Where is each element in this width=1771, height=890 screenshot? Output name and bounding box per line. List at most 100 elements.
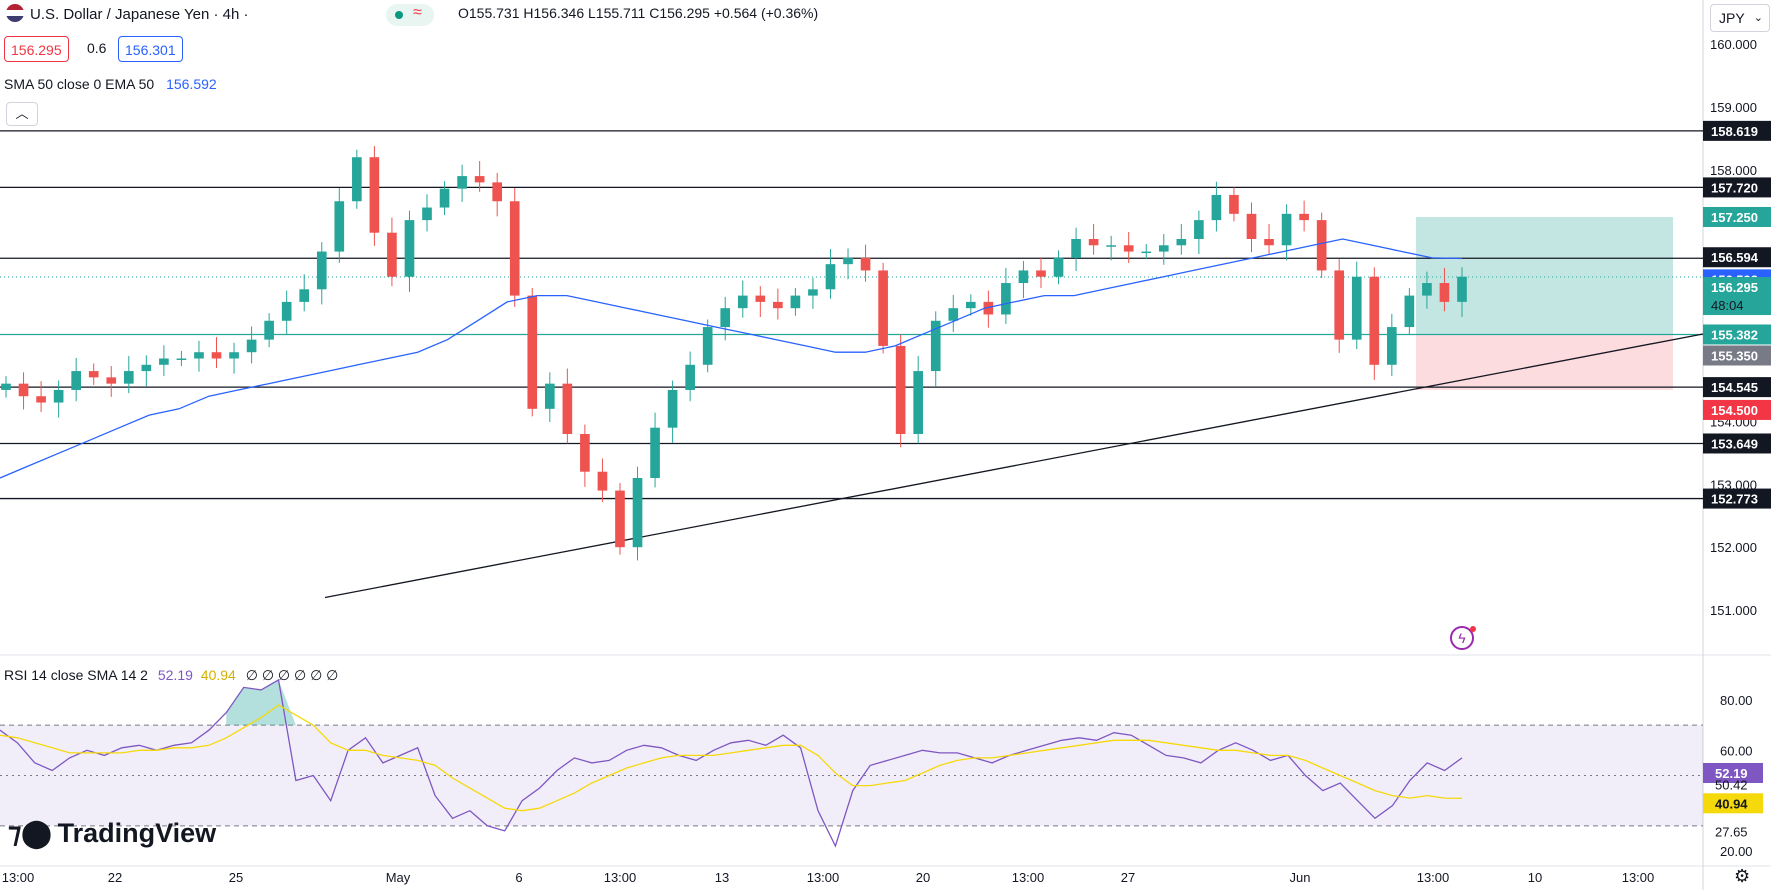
price-tag-level — [1703, 120, 1771, 141]
candle-body — [492, 182, 503, 202]
candle-body — [825, 264, 836, 290]
candle-body — [755, 295, 766, 302]
candle-body — [246, 339, 257, 353]
candle-body — [615, 490, 625, 548]
candle-body — [878, 270, 888, 346]
candle-body — [352, 157, 362, 202]
chevron-down-icon: ⌄ — [1753, 12, 1763, 24]
ohlc-readout: O155.731 H156.346 L155.711 C156.295 +0.5… — [458, 5, 819, 21]
sell-button[interactable]: 156.295 — [4, 36, 69, 62]
rsi-tick-label: 80.00 — [1720, 693, 1753, 708]
candle-body — [141, 364, 152, 372]
price-tag-label: 153.649 — [1711, 436, 1758, 451]
candle-body — [1246, 213, 1257, 239]
rsi-value: 52.19 — [157, 667, 193, 683]
candle-body — [667, 389, 678, 428]
candle-body — [281, 301, 292, 321]
price-tick-label: 158.000 — [1710, 163, 1757, 178]
time-tick-label: 25 — [229, 870, 243, 885]
wave-icon: ≈ — [413, 4, 422, 21]
currency-select[interactable]: JPY ⌄ — [1710, 4, 1770, 32]
price-tag-stop — [1703, 399, 1771, 420]
candle-body — [597, 471, 608, 491]
price-tag-label: 156.295 — [1711, 280, 1758, 295]
candle-body — [983, 301, 994, 315]
candle-body — [948, 308, 959, 321]
price-tag-entry — [1703, 324, 1771, 345]
candle-body — [580, 433, 590, 472]
candle-body — [1211, 194, 1222, 221]
price-tag-level — [1703, 247, 1771, 268]
price-tick-label: 160.000 — [1710, 37, 1757, 52]
price-tick-label: 153.000 — [1710, 477, 1757, 492]
time-tick-label: May — [386, 870, 411, 885]
candle-body — [1194, 220, 1204, 239]
candle-body — [773, 301, 783, 309]
trendline — [324, 333, 1704, 599]
notification-dot-icon — [1470, 626, 1476, 632]
buy-button[interactable]: 156.301 — [118, 36, 183, 62]
rsi-legend[interactable]: RSI 14 close SMA 14 2 52.19 40.94 ∅ ∅ ∅ … — [4, 667, 338, 684]
time-tick-label: 27 — [1121, 870, 1135, 885]
collapse-legend-button[interactable]: ︿ — [6, 102, 38, 126]
candle-body — [1071, 238, 1081, 258]
market-status[interactable]: ≈ — [386, 4, 434, 26]
currency-label: JPY — [1719, 10, 1745, 26]
candle-body — [1316, 220, 1327, 271]
candle-body — [544, 383, 555, 409]
rsi-tag-label: 40.94 — [1715, 796, 1748, 811]
time-tick-label: 13:00 — [1622, 870, 1655, 885]
candle-body — [1264, 238, 1274, 246]
candle-body — [1, 383, 11, 390]
us-flag-icon — [6, 4, 24, 22]
time-tick-label: 13:00 — [2, 870, 35, 885]
candle-body — [18, 383, 29, 397]
price-tag-label: 157.720 — [1711, 180, 1758, 195]
price-tag-level — [1703, 377, 1771, 398]
tradingview-logo[interactable]: ⁊⬤ TradingView — [8, 818, 216, 849]
time-tick-label: 13:00 — [807, 870, 840, 885]
price-tag-level — [1703, 488, 1771, 509]
rsi-sma-value: 40.94 — [200, 667, 236, 683]
indicator-legend[interactable]: SMA 50 close 0 EMA 50 156.592 — [4, 76, 217, 92]
candle-body — [1387, 327, 1397, 365]
candle-body — [1158, 245, 1169, 252]
candle-body — [860, 257, 871, 271]
symbol-header[interactable]: U.S. Dollar / Japanese Yen · 4h · — [6, 4, 248, 23]
candle-body — [474, 176, 485, 183]
candle-body — [404, 220, 415, 277]
logo-text: TradingView — [57, 818, 217, 848]
time-tick-label: 10 — [1528, 870, 1542, 885]
price-tag-target — [1703, 206, 1771, 227]
candle-body — [685, 364, 695, 390]
price-tick-label: 159.000 — [1710, 100, 1757, 115]
candle-body — [194, 352, 204, 359]
candle-body — [1229, 194, 1239, 214]
candle-body — [264, 320, 274, 340]
rsi-extra: ∅ ∅ ∅ ∅ ∅ ∅ — [245, 667, 339, 683]
price-tag-gray — [1703, 345, 1771, 366]
time-tick-label: 13:00 — [1012, 870, 1045, 885]
time-tick-label: 13:00 — [604, 870, 637, 885]
rsi-tick-label: 20.00 — [1720, 844, 1753, 859]
candle-body — [895, 345, 906, 434]
indicator-value: 156.592 — [166, 76, 217, 92]
candle-body — [1334, 270, 1345, 340]
candle-body — [1018, 270, 1029, 284]
price-tag-label: 156.594 — [1711, 250, 1759, 265]
candle-body — [1176, 238, 1187, 246]
candle-body — [439, 188, 450, 208]
candle-body — [316, 251, 327, 290]
candle-body — [509, 201, 520, 296]
gear-icon[interactable]: ⚙ — [1734, 866, 1751, 886]
candle-body — [71, 371, 81, 390]
candle-body — [211, 352, 222, 359]
candle-body — [737, 295, 748, 309]
candle-body — [843, 257, 853, 265]
price-tag-label: 154.500 — [1711, 403, 1758, 418]
candle-body — [527, 295, 538, 409]
candle-body — [702, 327, 713, 365]
candle-body — [123, 371, 134, 384]
lightning-icon[interactable]: ϟ — [1450, 626, 1474, 650]
